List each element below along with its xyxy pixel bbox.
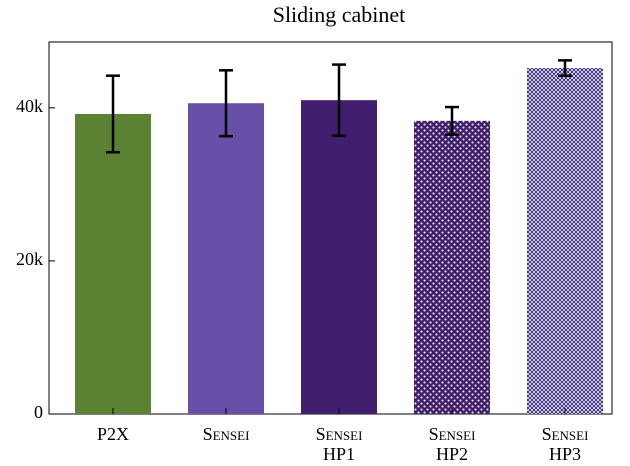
error-bar — [106, 74, 120, 154]
error-bar — [445, 105, 459, 136]
bar — [301, 100, 377, 414]
bar — [527, 68, 603, 414]
x-tick-label: P2X — [96, 424, 129, 444]
y-tick-label: 20k — [16, 249, 43, 269]
x-tick-label: Sensei HP3 — [541, 424, 589, 464]
y-tick-label: 40k — [16, 96, 43, 116]
chart-title: Sliding cabinet — [273, 2, 406, 27]
bar — [414, 120, 490, 414]
bar — [75, 113, 151, 414]
error-bar — [332, 63, 346, 138]
x-tick-label: Sensei — [202, 424, 250, 444]
error-bar — [558, 59, 572, 77]
x-tick-label: Sensei HP1 — [315, 424, 363, 464]
bar — [188, 103, 264, 415]
error-bar — [219, 69, 233, 138]
x-tick-label: Sensei HP2 — [428, 424, 476, 464]
y-tick-label: 0 — [34, 402, 43, 422]
